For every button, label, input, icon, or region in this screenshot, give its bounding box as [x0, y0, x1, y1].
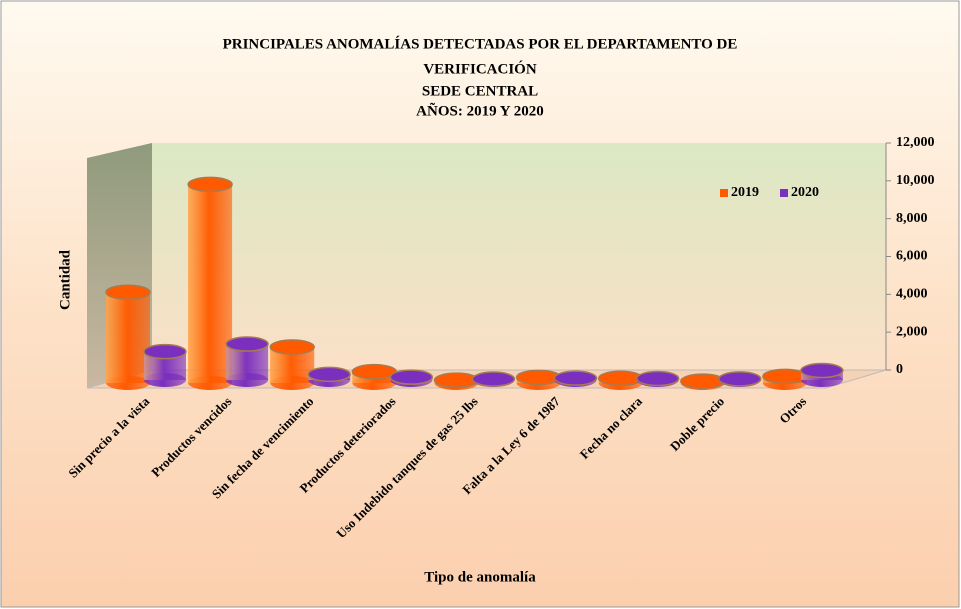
back-wall: [152, 143, 886, 370]
bar: [187, 176, 233, 390]
bar: [553, 370, 598, 387]
chart-subtitle: SEDE CENTRAL: [422, 83, 538, 99]
chart-subtitle: AÑOS: 2019 Y 2020: [416, 101, 544, 119]
bar: [105, 284, 151, 390]
bar-top: [635, 370, 680, 387]
bar: [800, 362, 844, 387]
y-tick-label: 6,000: [896, 249, 928, 264]
bar: [515, 369, 562, 390]
bar-top: [471, 371, 516, 387]
chart-title: VERIFICACIÓN: [423, 60, 537, 77]
bar: [635, 370, 680, 387]
y-tick-label: 0: [896, 362, 903, 377]
bar-top: [225, 336, 269, 352]
y-tick-label: 8,000: [896, 211, 928, 226]
bar-top: [433, 372, 480, 388]
legend-swatch: [720, 189, 728, 197]
legend-swatch: [780, 189, 788, 197]
y-tick-label: 10,000: [896, 173, 935, 188]
bar-top: [389, 369, 434, 385]
bar: [433, 372, 480, 390]
bar: [680, 373, 726, 390]
bar: [143, 343, 187, 387]
bar-top: [143, 343, 187, 360]
bar-top: [187, 176, 233, 193]
bar-top: [307, 366, 351, 383]
bar-top: [269, 339, 315, 355]
bar-top: [105, 284, 151, 300]
legend-label: 2020: [791, 185, 819, 200]
bar-top: [553, 370, 598, 386]
bar-highlight: [270, 347, 293, 383]
bar-top: [718, 371, 762, 387]
bar: [597, 370, 644, 390]
bar: [718, 371, 762, 387]
bar: [389, 369, 434, 387]
bar-highlight: [188, 184, 211, 383]
bar-top: [680, 373, 726, 389]
bar: [471, 371, 516, 387]
bar-top: [800, 362, 844, 379]
bar: [269, 339, 315, 390]
bar: [762, 368, 808, 390]
y-tick-label: 12,000: [896, 135, 935, 150]
bar: [307, 366, 351, 387]
bar: [351, 363, 398, 390]
bar: [225, 336, 269, 387]
y-axis-title: Cantidad: [57, 249, 73, 310]
bar-highlight: [106, 292, 128, 383]
bar-highlight: [226, 344, 248, 380]
y-tick-label: 4,000: [896, 287, 928, 302]
chart-title: PRINCIPALES ANOMALÍAS DETECTADAS POR EL …: [223, 35, 738, 52]
x-axis-title: Tipo de anomalía: [424, 569, 536, 585]
legend-label: 2019: [731, 185, 759, 200]
y-tick-label: 2,000: [896, 324, 928, 339]
